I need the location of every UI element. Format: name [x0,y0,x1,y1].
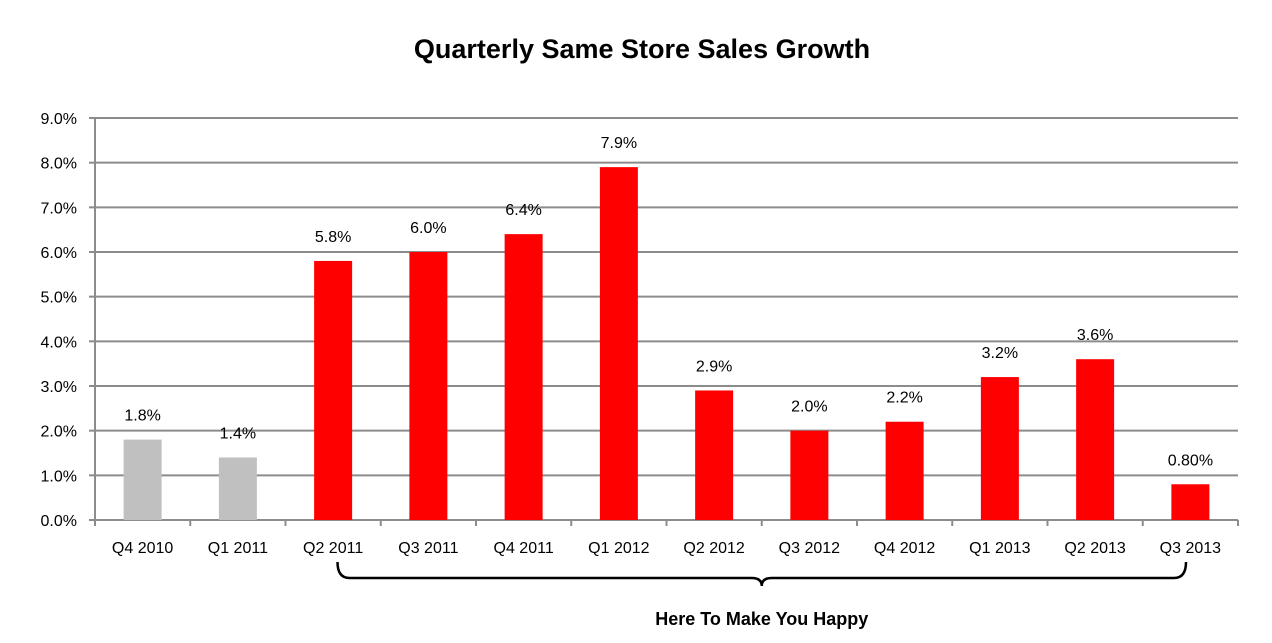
y-tick-label: 2.0% [41,424,77,441]
bar [1171,484,1210,520]
y-tick-label: 7.0% [41,200,77,217]
bar [504,234,543,520]
y-tick-label: 9.0% [41,111,77,128]
data-label: 2.0% [791,399,827,416]
y-tick-label: 5.0% [41,290,77,307]
x-tick-label: Q1 2011 [208,540,268,557]
bar [885,421,924,520]
bar [599,167,638,520]
data-label: 1.8% [124,408,160,425]
x-tick-label: Q4 2012 [874,540,935,557]
data-label: 6.4% [505,202,541,219]
bar [123,439,162,520]
y-tick-label: 6.0% [41,245,77,262]
y-tick-label: 4.0% [41,334,77,351]
gridlines [95,117,1238,477]
bar [1076,359,1115,520]
bar [695,390,734,520]
y-axis-ticks: 0.0% 1.0% 2.0% 3.0% 4.0% 5.0% 6.0% 7.0% 8.0% 9.0% [41,111,77,530]
bars [123,167,1210,520]
x-tick-label: Q4 2011 [494,540,554,557]
bracket [336,561,1188,587]
chart-title: Quarterly Same Store Sales Growth [413,34,871,64]
bar [409,252,448,520]
data-label: 3.6% [1077,327,1113,344]
bracket-annotation: Here To Make You Happy [336,561,1188,629]
data-label: 2.2% [886,390,922,407]
data-label: 3.2% [982,345,1018,362]
bar [314,260,353,520]
data-label: 7.9% [601,135,637,152]
data-label: 0.80% [1168,452,1213,469]
x-tick-label: Q2 2013 [1064,540,1125,557]
x-tick-label: Q1 2013 [969,540,1030,557]
bar [980,377,1019,520]
data-label: 5.8% [315,229,351,246]
x-tick-label: Q4 2010 [112,540,173,557]
x-tick-label: Q2 2012 [683,540,744,557]
x-tick-label: Q3 2013 [1160,540,1221,557]
data-label: 1.4% [220,425,256,442]
y-tick-label: 0.0% [41,513,77,530]
bracket-label: Here To Make You Happy [655,609,868,629]
data-labels: 1.8% 1.4% 5.8% 6.0% 6.4% 7.9% 2.9% 2.0% 2.2% 3.2%… [124,135,1213,469]
x-tick-label: Q1 2012 [588,540,649,557]
data-label: 6.0% [410,220,446,237]
bar [218,457,257,520]
y-tick-label: 8.0% [41,156,77,173]
data-label: 2.9% [696,358,732,375]
axes [89,117,1239,526]
y-tick-label: 3.0% [41,379,77,396]
x-tick-label: Q2 2011 [303,540,363,557]
x-axis-ticks: Q4 2010 Q1 2011 Q2 2011 Q3 2011 Q4 2011 Q1 20… [112,540,1221,557]
x-tick-label: Q3 2012 [779,540,840,557]
y-tick-label: 1.0% [41,468,77,485]
x-tick-label: Q3 2011 [398,540,458,557]
bar [790,430,829,520]
